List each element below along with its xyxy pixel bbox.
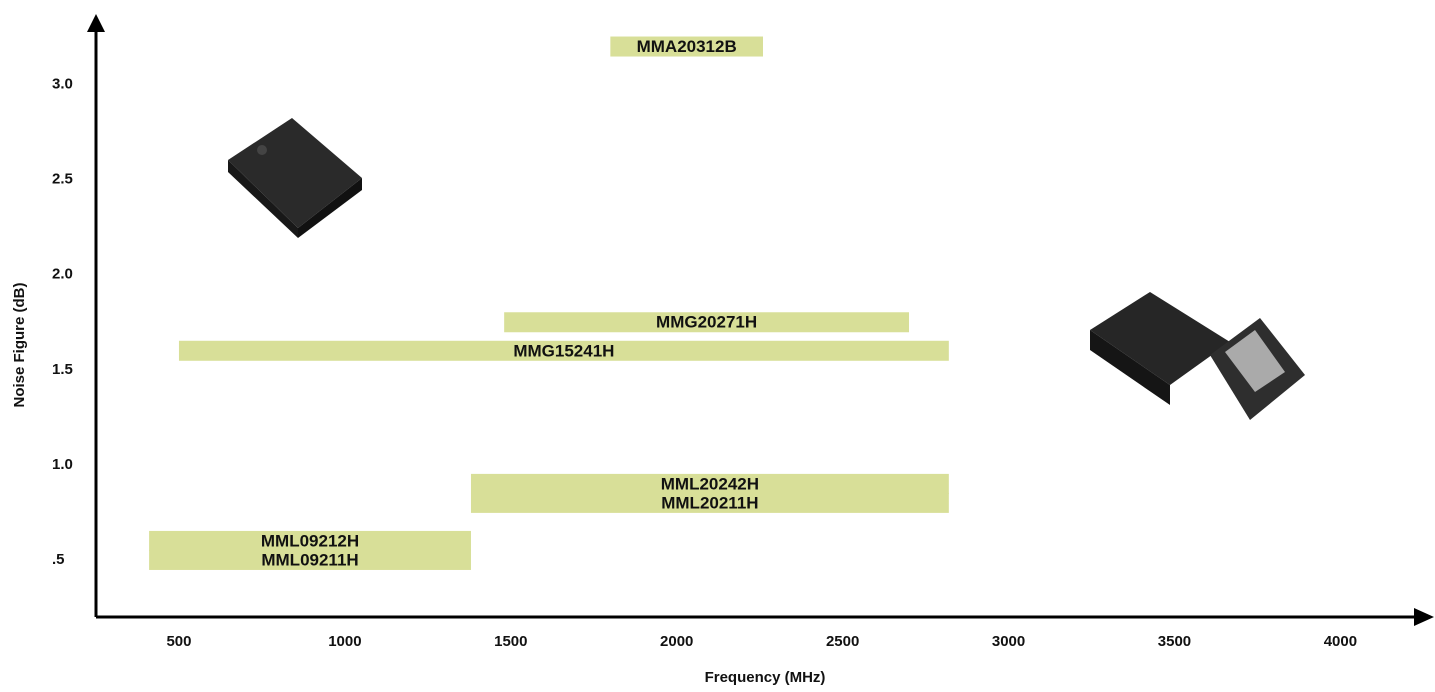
x-tick-label: 4000 xyxy=(1324,633,1357,650)
y-tick-label: 3.0 xyxy=(52,76,73,93)
x-tick-label: 1000 xyxy=(328,633,361,650)
bar-label: MML09212H xyxy=(261,531,359,550)
y-tick-label: 2.5 xyxy=(52,171,73,188)
y-tick-label: 1.5 xyxy=(52,361,73,378)
x-tick-label: 500 xyxy=(166,633,191,650)
x-axis-title: Frequency (MHz) xyxy=(705,669,826,686)
y-tick-label: .5 xyxy=(52,551,65,568)
chip-dfn xyxy=(1090,292,1305,420)
x-tick-label: 2500 xyxy=(826,633,859,650)
bar-label: MML20242H xyxy=(661,474,759,493)
y-tick-label: 1.0 xyxy=(52,456,73,473)
y-axis-title: Noise Figure (dB) xyxy=(11,282,28,407)
x-tick-label: 1500 xyxy=(494,633,527,650)
y-axis-arrow xyxy=(87,14,105,32)
x-tick-label: 3000 xyxy=(992,633,1025,650)
bar-label: MMA20312B xyxy=(637,37,737,56)
x-tick-label: 3500 xyxy=(1158,633,1191,650)
bar-label: MML20211H xyxy=(661,493,758,512)
x-tick-label: 2000 xyxy=(660,633,693,650)
chart: Noise Figure (dB) Frequency (MHz) .5 1.0 1… xyxy=(0,0,1435,692)
y-tick-label: 2.0 xyxy=(52,266,73,283)
bar-label: MMG15241H xyxy=(513,341,614,360)
bar-label: MMG20271H xyxy=(656,313,757,332)
chip-qfn xyxy=(228,118,362,238)
x-axis-arrow xyxy=(1414,608,1434,626)
bar-label: MML09211H xyxy=(261,550,358,569)
